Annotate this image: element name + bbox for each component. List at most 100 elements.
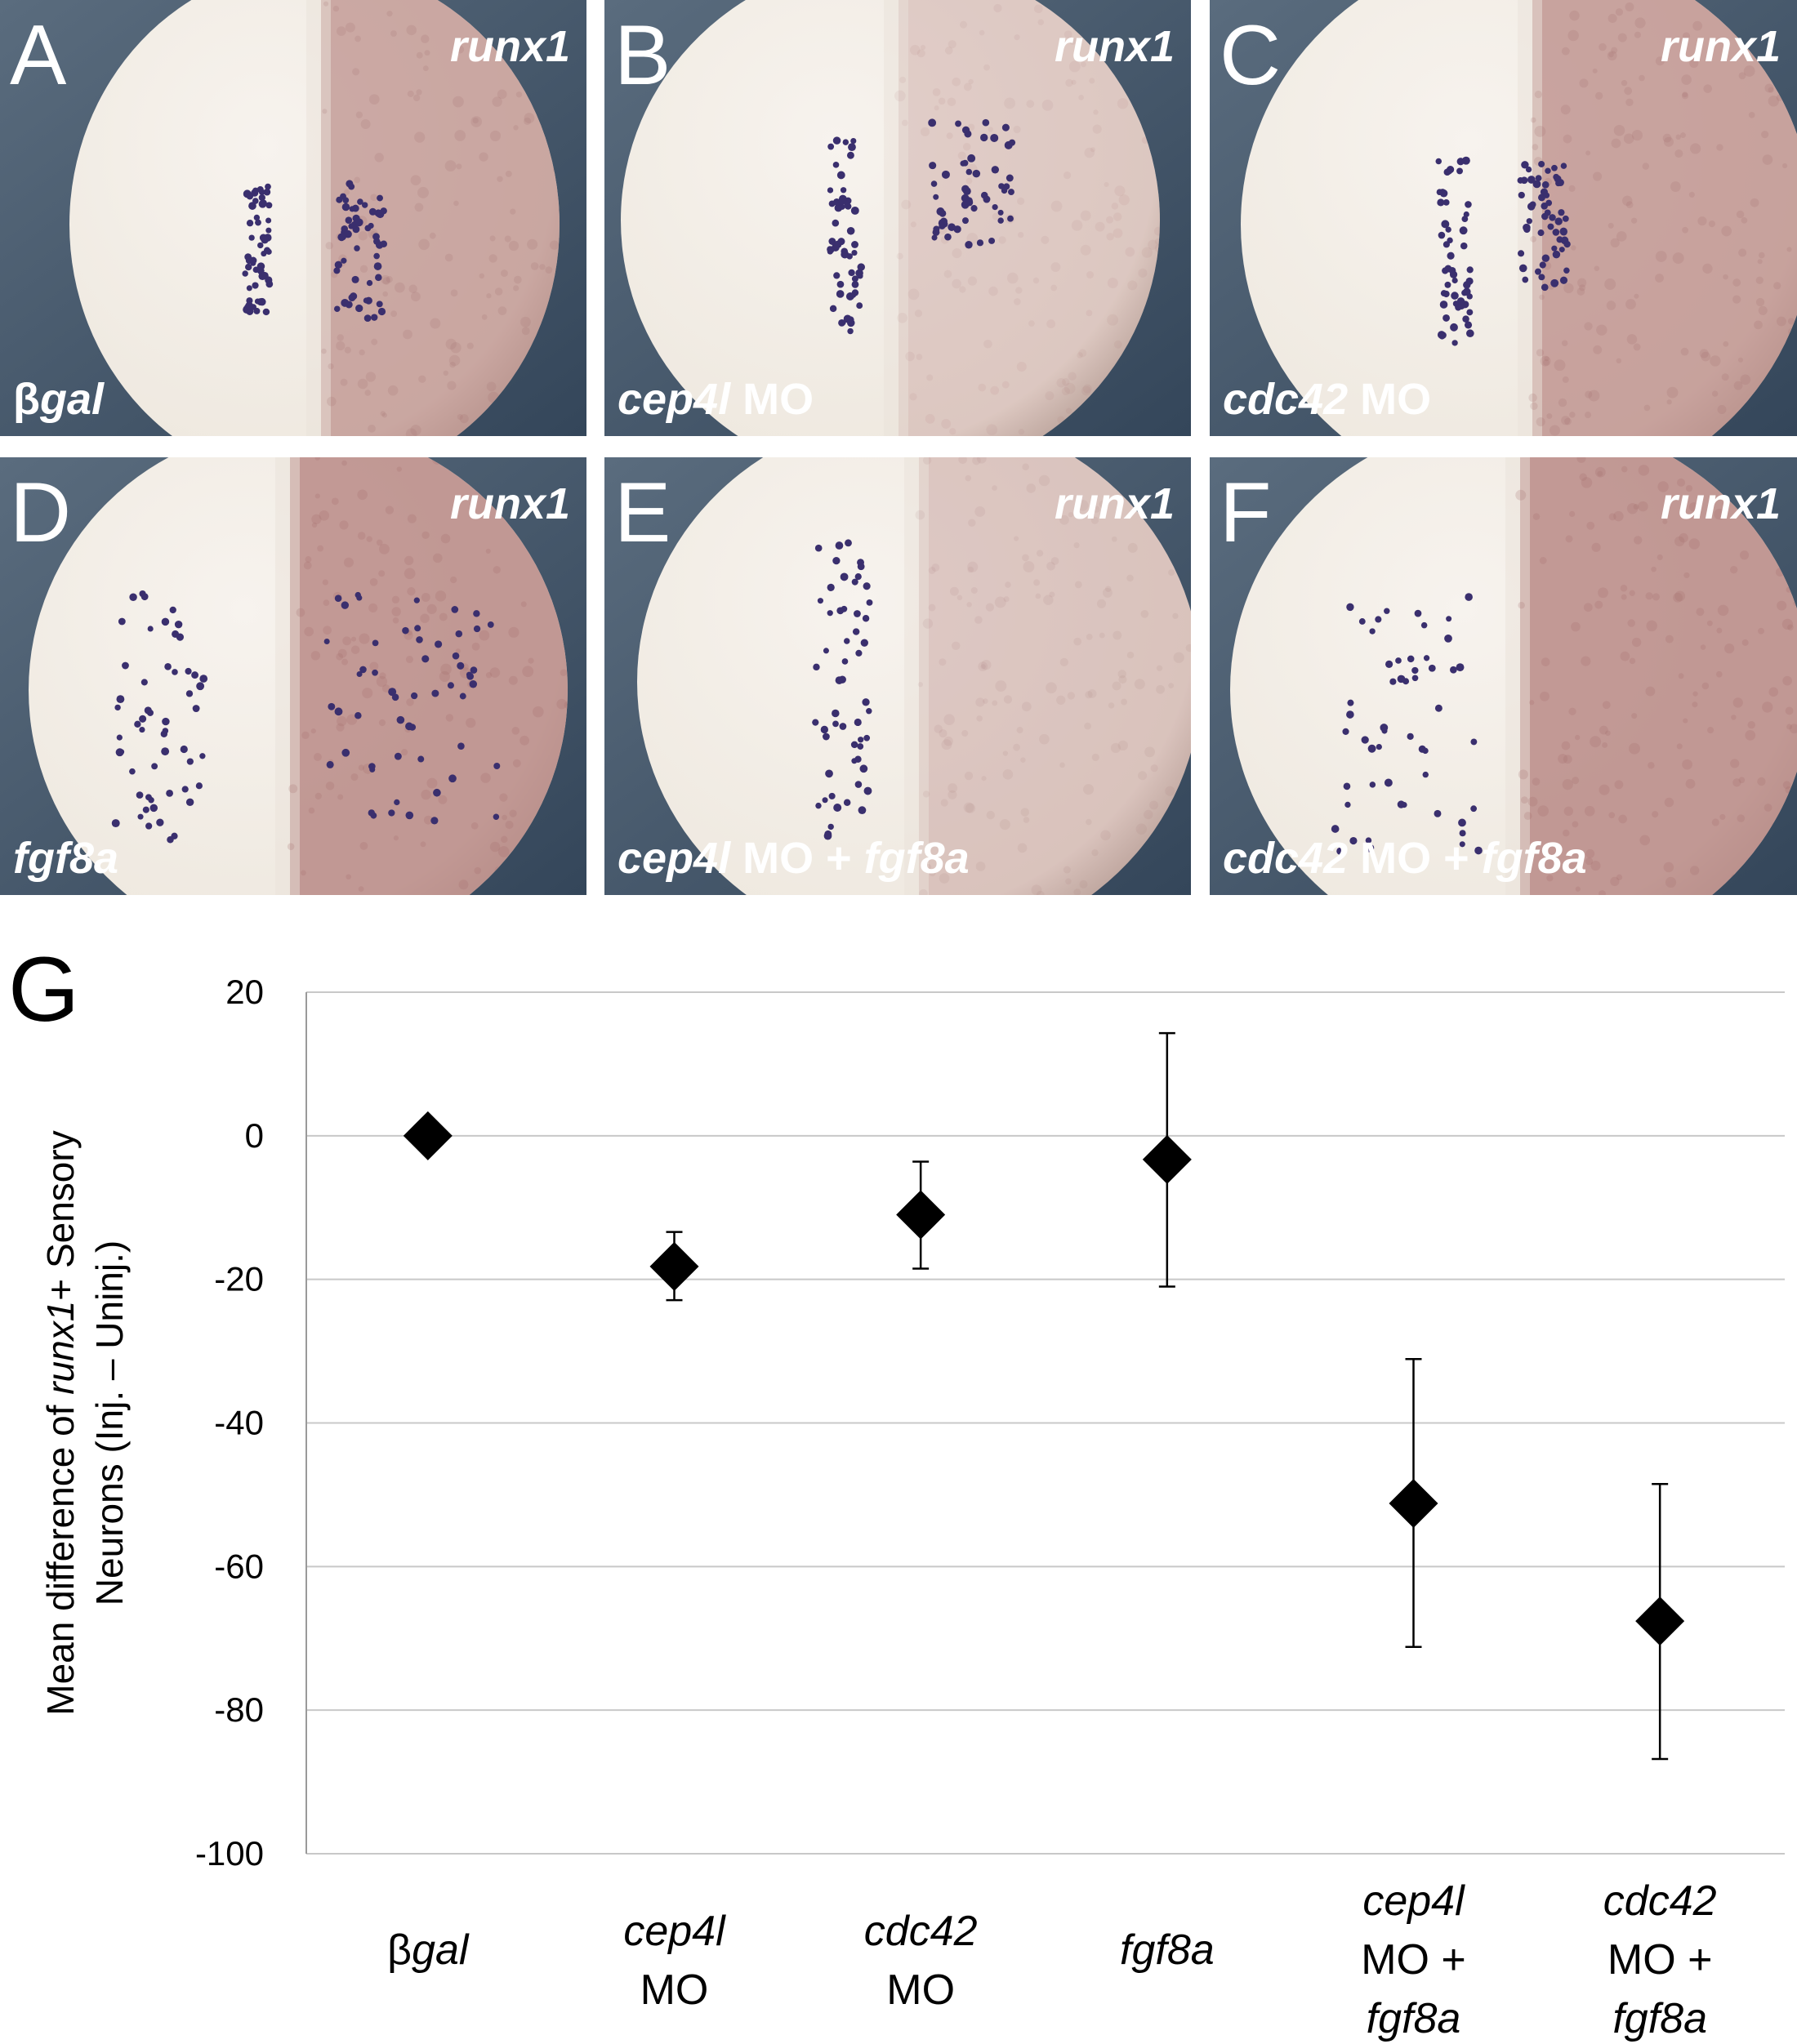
stain-speckle xyxy=(1631,130,1643,141)
stain-speckle xyxy=(1741,216,1748,224)
stain-speckle xyxy=(1674,590,1686,602)
runx1-neuron-dot xyxy=(838,198,845,205)
stain-speckle xyxy=(1572,777,1580,785)
stain-speckle xyxy=(1683,572,1690,579)
runx1-neuron-dot xyxy=(1446,616,1452,622)
runx1-neuron-dot xyxy=(1551,164,1558,171)
stain-speckle xyxy=(1086,634,1093,640)
stain-speckle xyxy=(1529,700,1535,706)
stain-speckle xyxy=(1022,463,1029,471)
stain-speckle xyxy=(485,548,491,554)
stain-speckle xyxy=(1682,32,1691,40)
stain-speckle xyxy=(331,497,339,505)
runx1-neuron-dot xyxy=(447,682,454,689)
stain-speckle xyxy=(453,96,464,108)
stain-speckle xyxy=(505,820,514,830)
runx1-neuron-dot xyxy=(855,649,863,657)
gene-label: runx1 xyxy=(449,479,570,528)
runx1-neuron-dot xyxy=(814,544,823,552)
stain-speckle xyxy=(934,105,939,111)
stain-speckle xyxy=(1059,762,1065,768)
data-point-diamond xyxy=(403,1111,453,1160)
stain-speckle xyxy=(1534,125,1546,137)
runx1-neuron-dot xyxy=(139,715,147,723)
runx1-neuron-dot xyxy=(1358,618,1366,625)
stain-speckle xyxy=(1527,796,1538,807)
stain-speckle xyxy=(1781,618,1794,630)
x-category-label-line: fgf8a xyxy=(1612,1995,1707,2042)
runx1-neuron-dot xyxy=(955,120,961,127)
runx1-neuron-dot xyxy=(129,768,136,775)
stain-speckle xyxy=(1594,600,1603,609)
stain-speckle xyxy=(1106,233,1114,241)
condition-label-part: MO xyxy=(730,375,814,424)
x-category-label-part: MO xyxy=(640,1966,709,2014)
runx1-neuron-dot xyxy=(944,233,952,241)
stain-speckle xyxy=(1631,637,1642,648)
stain-speckle xyxy=(1692,701,1698,708)
stain-speckle xyxy=(1620,584,1628,592)
stain-speckle xyxy=(508,675,518,685)
stain-speckle xyxy=(1579,284,1586,292)
runx1-neuron-dot xyxy=(1459,841,1465,848)
y-axis-label-line: Neurons (Inj. – Uninj.) xyxy=(88,1240,131,1605)
stain-speckle xyxy=(1604,278,1616,291)
stain-speckle xyxy=(1630,217,1638,224)
stain-speckle xyxy=(1144,746,1156,758)
stain-speckle xyxy=(556,698,567,710)
runx1-neuron-dot xyxy=(161,617,170,626)
runx1-neuron-dot xyxy=(452,652,460,660)
stain-speckle xyxy=(404,555,414,566)
stain-speckle xyxy=(985,603,995,612)
y-axis-label-part: + Sensory xyxy=(39,1130,82,1300)
runx1-neuron-dot xyxy=(1556,178,1564,187)
stain-speckle xyxy=(414,203,424,212)
stain-speckle xyxy=(1677,478,1686,487)
stain-speckle xyxy=(391,607,401,617)
runx1-neuron-dot xyxy=(815,802,822,809)
runx1-neuron-dot xyxy=(455,630,463,638)
stain-speckle xyxy=(308,807,315,814)
stain-speckle xyxy=(988,127,993,132)
runx1-neuron-dot xyxy=(1538,160,1545,167)
runx1-neuron-dot xyxy=(960,160,966,167)
condition-label: cdc42 MO xyxy=(1223,377,1431,421)
stain-speckle xyxy=(1539,557,1547,564)
stain-speckle xyxy=(354,176,361,184)
x-category-label-line: MO + xyxy=(1361,1936,1466,1984)
stain-speckle xyxy=(1554,359,1566,372)
runx1-neuron-dot xyxy=(1559,276,1568,284)
runx1-neuron-dot xyxy=(354,245,360,252)
runx1-neuron-dot xyxy=(346,180,354,188)
x-category-label: cdc42 MO + fgf8a xyxy=(1603,1877,1717,2042)
stain-speckle xyxy=(919,888,928,895)
stain-speckle xyxy=(449,361,456,368)
stain-speckle xyxy=(1185,643,1191,652)
runx1-neuron-dot xyxy=(852,628,860,635)
stain-speckle xyxy=(323,1,329,7)
runx1-neuron-dot xyxy=(817,598,824,604)
runx1-neuron-dot xyxy=(1541,254,1550,262)
runx1-neuron-dot xyxy=(1443,198,1450,206)
stain-speckle xyxy=(970,586,978,594)
stain-speckle xyxy=(458,879,469,890)
condition-label-part: β xyxy=(13,375,40,424)
stain-speckle xyxy=(1059,657,1068,666)
stain-speckle xyxy=(959,286,966,293)
runx1-neuron-dot xyxy=(396,715,405,724)
stain-speckle xyxy=(407,587,416,596)
stain-speckle xyxy=(404,568,416,580)
stain-speckle xyxy=(1172,612,1179,619)
stain-speckle xyxy=(1757,777,1766,786)
stain-speckle xyxy=(497,176,503,182)
runx1-neuron-dot xyxy=(342,197,350,204)
stain-speckle xyxy=(382,291,388,297)
stain-speckle xyxy=(1148,239,1158,250)
stain-speckle xyxy=(357,532,366,540)
stain-speckle xyxy=(949,428,956,435)
midline xyxy=(904,457,929,895)
runx1-neuron-dot xyxy=(1465,277,1474,285)
stain-speckle xyxy=(1666,399,1672,405)
stain-speckle xyxy=(378,570,386,577)
runx1-neuron-dot xyxy=(405,811,414,820)
